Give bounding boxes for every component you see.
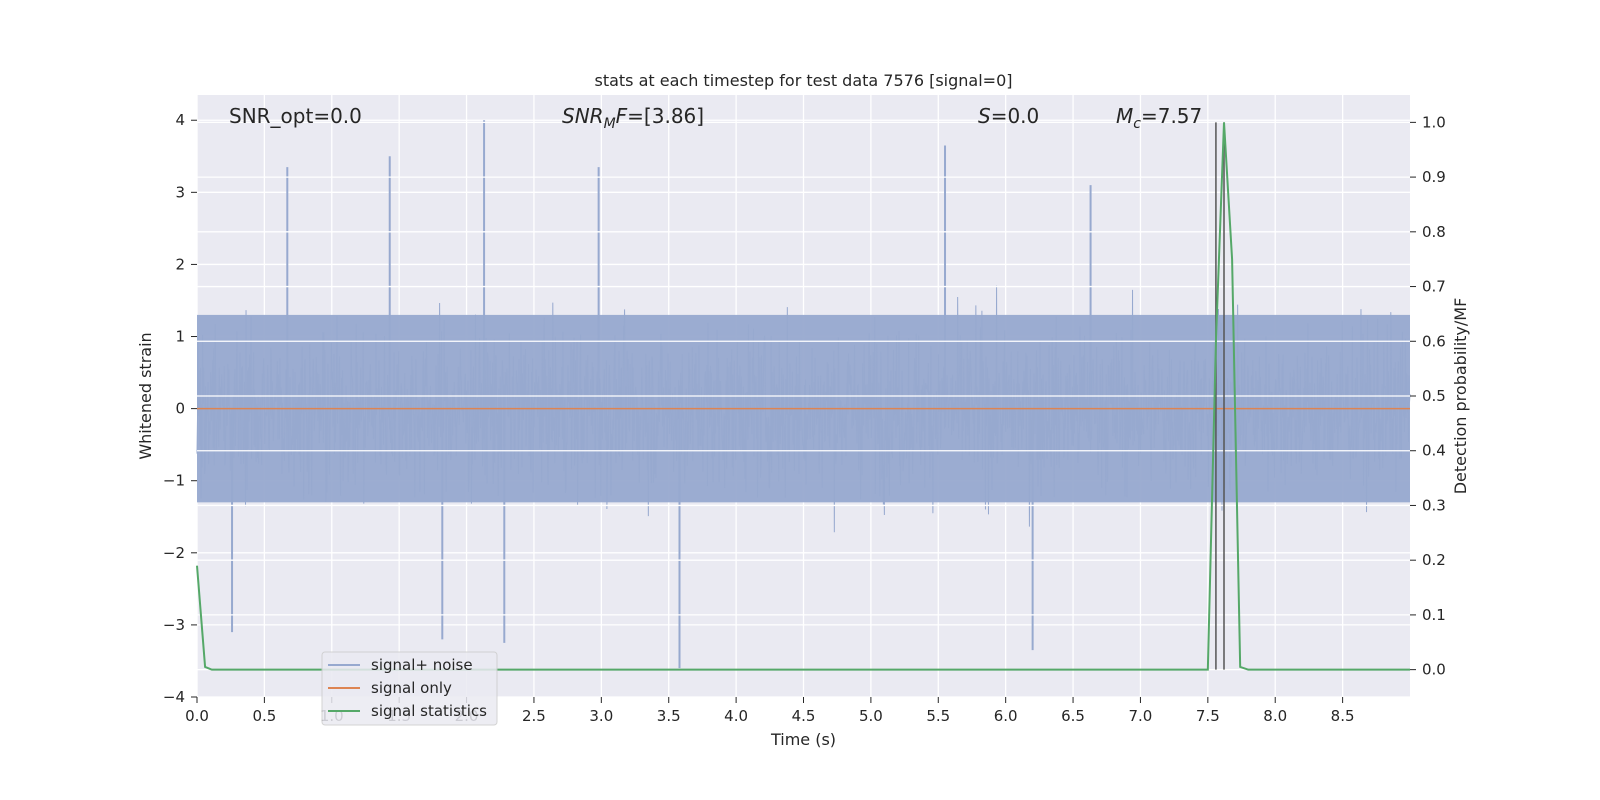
- series-lines: [196, 122, 1410, 671]
- x-tick-label: 7.5: [1196, 707, 1220, 725]
- y-right-tick-label: 0.1: [1422, 606, 1446, 624]
- y-axis-left: 4 3 2 1 0 −1 −2 −3 −4: [163, 111, 197, 706]
- y-left-tick-label: −3: [163, 616, 185, 634]
- x-tick-label: 3.5: [657, 707, 681, 725]
- annotation-mc: Mc=7.57: [1116, 104, 1202, 132]
- annotation-snr-mf: SNRMF=[3.86]: [562, 104, 704, 132]
- y-axis-right-label: Detection probability/MF: [1451, 298, 1470, 495]
- y-left-tick-label: 4: [175, 111, 185, 129]
- annotation-snr-mf-f: F: [616, 104, 628, 128]
- noise-trace: [196, 285, 1411, 533]
- y-left-tick-label: 1: [175, 328, 185, 346]
- y-right-tick-label: 0.6: [1422, 332, 1446, 350]
- x-tick-label: 8.5: [1331, 707, 1355, 725]
- y-right-tick-label: 0.5: [1422, 387, 1446, 405]
- x-axis-label: Time (s): [770, 730, 836, 749]
- x-tick-label: 5.5: [926, 707, 950, 725]
- x-tick-label: 4.5: [792, 707, 816, 725]
- legend-label-signal-only: signal only: [371, 679, 452, 697]
- legend: signal+ noise signal only signal statist…: [321, 651, 498, 726]
- y-left-tick-label: −1: [163, 472, 185, 490]
- y-right-tick-label: 0.2: [1422, 551, 1446, 569]
- annotation-s-label: S: [978, 104, 991, 128]
- y-right-tick-label: 0.4: [1422, 442, 1446, 460]
- y-axis-left-label: Whitened strain: [136, 332, 155, 459]
- legend-label-signal-statistics: signal statistics: [371, 702, 487, 720]
- y-left-tick-label: −2: [163, 544, 185, 562]
- annotation-snr-mf-sub: M: [604, 116, 616, 132]
- x-tick-label: 2.5: [522, 707, 546, 725]
- y-left-tick-label: −4: [163, 688, 185, 706]
- legend-label-signal-noise: signal+ noise: [371, 656, 473, 674]
- annotation-snr-opt: SNR_opt=0.0: [229, 104, 362, 128]
- y-axis-right: 1.0 0.9 0.8 0.7 0.6 0.5 0.4 0.3 0.2 0.1 0.0: [1410, 113, 1446, 679]
- x-tick-label: 6.5: [1061, 707, 1085, 725]
- x-tick-label: 4.0: [724, 707, 748, 725]
- legend-box: [321, 651, 498, 726]
- annotation-mc-label: M: [1116, 104, 1133, 128]
- x-tick-label: 6.0: [994, 707, 1018, 725]
- x-tick-label: 3.0: [589, 707, 613, 725]
- chart-title: stats at each timestep for test data 757…: [594, 71, 1012, 90]
- y-left-tick-label: 0: [175, 400, 185, 418]
- annotation-mc-sub: c: [1133, 116, 1141, 132]
- annotation-s-value: =0.0: [991, 104, 1040, 128]
- x-tick-label: 7.0: [1129, 707, 1153, 725]
- x-tick-label: 8.0: [1263, 707, 1287, 725]
- y-right-tick-label: 0.7: [1422, 278, 1446, 296]
- annotation-s: S=0.0: [978, 104, 1039, 128]
- y-right-tick-label: 0.9: [1422, 168, 1446, 186]
- y-left-tick-label: 2: [175, 255, 185, 273]
- series-signal-statistics: [196, 122, 1410, 671]
- annotation-snr-mf-label: SNR: [562, 104, 604, 128]
- y-right-tick-label: 1.0: [1422, 113, 1446, 131]
- y-right-tick-label: 0.8: [1422, 223, 1446, 241]
- y-right-tick-label: 0.0: [1422, 661, 1446, 679]
- annotation-snr-mf-value: =[3.86]: [627, 104, 704, 128]
- annotation-mc-value: =7.57: [1141, 104, 1202, 128]
- x-tick-label: 5.0: [859, 707, 883, 725]
- x-tick-label: 0.5: [252, 707, 276, 725]
- y-left-tick-label: 3: [175, 183, 185, 201]
- y-right-tick-label: 0.3: [1422, 496, 1446, 514]
- x-tick-label: 0.0: [185, 707, 209, 725]
